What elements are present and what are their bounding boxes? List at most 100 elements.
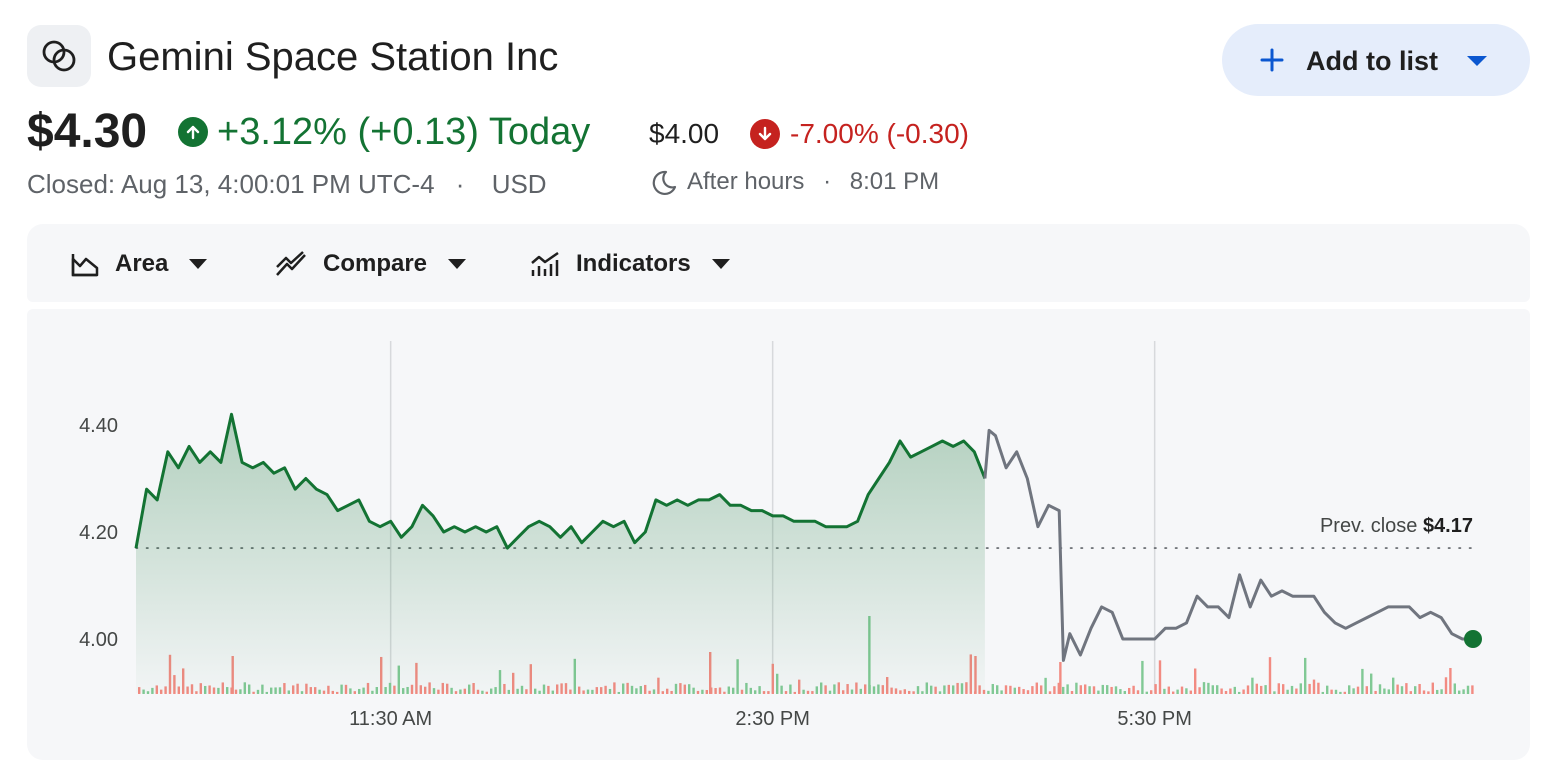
volume-bar [1330,689,1333,694]
volume-bar [1207,682,1210,694]
after-hours-price: $4.00 [649,118,720,149]
volume-bar [1097,690,1100,694]
volume-bar [1022,689,1025,694]
volume-bar [1123,691,1126,694]
volume-bar [1378,684,1382,694]
volume-bar [1088,686,1091,694]
volume-bar [1458,690,1461,694]
volume-bar [1264,685,1267,694]
volume-bar [1066,684,1069,694]
volume-bar [1427,691,1430,694]
volume-bar [1198,687,1201,694]
volume-bar [1229,688,1232,694]
volume-bar [1326,685,1329,694]
volume-bar [1295,688,1298,694]
company-logo [27,25,91,87]
moon-icon [652,170,677,196]
volume-bar [1268,657,1272,694]
volume-bar [1150,690,1153,694]
volume-bar [1321,691,1324,694]
volume-bar [1405,683,1408,694]
gemini-logo-icon [42,40,76,72]
volume-bar [1282,684,1285,694]
volume-bar [1075,682,1078,694]
volume-bar [1308,683,1311,694]
volume-bar [1396,684,1399,694]
volume-bar [1290,685,1294,694]
volume-bar [1040,685,1043,694]
volume-bar [1202,682,1206,694]
volume-bar [1246,685,1250,694]
volume-bar [1031,686,1034,694]
volume-bar [1176,689,1179,694]
volume-bar [1352,688,1355,694]
volume-bar [1361,668,1364,694]
arrow-up-icon [178,117,208,147]
last-price-marker [1464,630,1482,648]
volume-bar [1048,691,1052,694]
indicators-label: Indicators [576,250,691,277]
plus-icon [1260,48,1284,72]
chart-toolbar: Area Compare Indicators [27,224,1530,302]
price-chart[interactable]: 11:30 AM 2:30 PM 5:30 PM 4.00 4.20 4.40 Prev. … [27,309,1530,760]
volume-bar [1224,690,1228,694]
volume-bar [1304,657,1307,694]
volume-bar [1277,683,1280,694]
volume-bar [1132,685,1135,694]
volume-bar [1383,688,1386,694]
volume-bar [1339,691,1342,694]
y-tick-label: 4.20 [79,522,118,544]
compare-dropdown[interactable]: Compare [275,248,467,280]
volume-bar [1154,684,1157,694]
volume-bar [1255,683,1258,694]
volume-bar [1312,679,1316,694]
volume-bar [1070,691,1074,694]
company-name: Gemini Space Station Inc [107,35,559,79]
volume-bar [1348,685,1351,694]
chevron-down-icon [711,259,730,269]
volume-bar [1453,683,1456,694]
volume-bar [1110,686,1113,694]
volume-bar [1136,690,1140,694]
volume-bar [1114,686,1118,694]
compare-icon [276,251,306,276]
after-hours-line [983,428,1473,662]
volume-bar [1053,686,1056,694]
daily-change: +3.12% (+0.13) Today [217,111,591,153]
volume-bar [1189,690,1192,694]
volume-bar [1167,686,1170,694]
prev-close-value: $4.17 [1423,515,1473,537]
x-tick-label: 2:30 PM [735,708,809,730]
x-tick-label: 11:30 AM [349,708,432,730]
volume-bar [1044,677,1047,694]
prev-close-text: Prev. close [1320,515,1423,537]
volume-bar [1299,683,1302,694]
volume-bar [1059,662,1062,694]
volume-bar [1400,686,1404,694]
y-tick-label: 4.00 [79,629,118,651]
volume-bar [1374,690,1377,694]
volume-bar [1233,686,1236,694]
currency-label: USD [491,169,547,199]
market-status: Closed: Aug 13, 4:00:01 PM UTC-4 · USD [27,168,547,200]
volume-bar [1194,668,1197,694]
area-chart-icon [71,254,99,277]
indicators-dropdown[interactable]: Indicators [530,248,731,280]
volume-bar [1440,689,1443,694]
current-price: $4.30 [27,105,148,158]
volume-bar [1251,677,1254,694]
add-to-list-label: Add to list [1306,46,1438,76]
area-dropdown[interactable]: Area [71,248,208,280]
volume-bar [1431,682,1434,694]
chevron-down-icon[interactable] [1466,54,1488,68]
add-to-list-button[interactable]: Add to list [1222,24,1530,96]
volume-bar [1260,685,1263,694]
after-hours-time: 8:01 PM [849,168,940,195]
volume-bar [1392,677,1395,694]
volume-bar [991,683,994,694]
volume-bar [1387,689,1390,694]
volume-bar [1026,690,1030,694]
volume-bar [1211,685,1214,694]
volume-bar [1092,686,1096,694]
volume-bar [1334,689,1338,694]
